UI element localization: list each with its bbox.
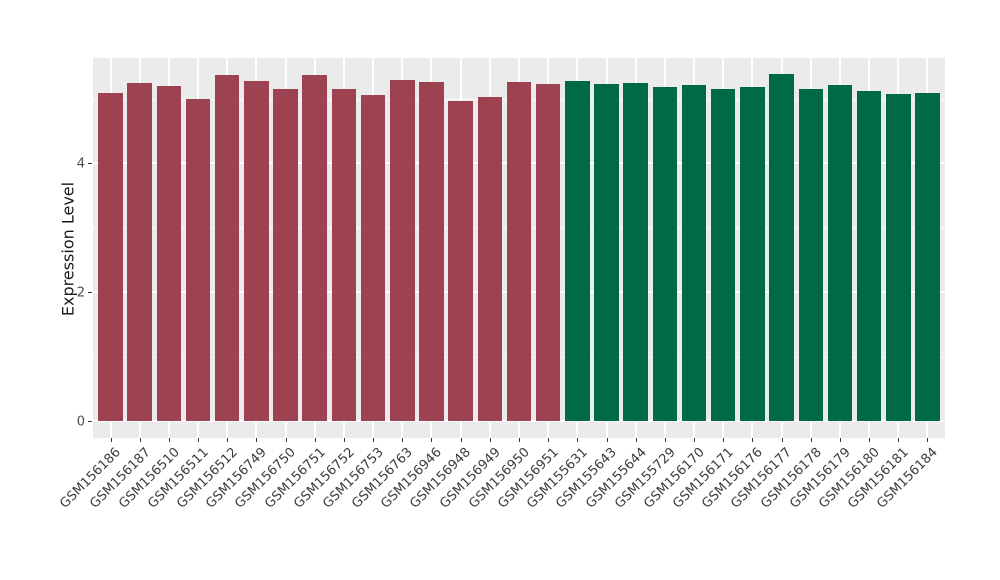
y-tick-label: 0 (76, 414, 85, 430)
bar (98, 92, 123, 421)
x-tick-mark (781, 438, 783, 442)
x-tick-mark (519, 438, 520, 442)
bar (594, 83, 619, 421)
x-tick-mark (227, 438, 229, 442)
bar (331, 89, 357, 421)
plot-panel (93, 58, 945, 438)
bar (681, 84, 707, 421)
y-tick-label: 2 (76, 285, 85, 301)
y-tick-mark (88, 163, 92, 164)
x-tick-mark (489, 438, 491, 442)
x-tick-mark (694, 438, 696, 442)
x-tick-mark (285, 438, 287, 442)
bar (302, 75, 327, 421)
x-tick-mark (402, 438, 404, 442)
bar (506, 81, 532, 421)
bar (273, 88, 298, 421)
bar (886, 93, 911, 421)
bar (565, 81, 590, 421)
x-tick-mark (198, 438, 200, 442)
x-tick-mark (343, 438, 345, 442)
bar (185, 99, 211, 421)
bar (769, 73, 794, 421)
y-tick-mark (88, 421, 92, 422)
bar (710, 88, 736, 421)
x-tick-mark (606, 438, 608, 442)
bar (156, 86, 182, 421)
x-tick-mark (314, 438, 316, 442)
y-tick-label: 4 (76, 156, 85, 172)
bar (390, 80, 415, 421)
bar (244, 81, 269, 421)
x-tick-mark (927, 438, 929, 442)
x-tick-mark (168, 438, 170, 442)
x-tick-mark (256, 438, 258, 442)
bar (535, 83, 561, 421)
bar (623, 83, 648, 421)
y-tick-mark (88, 292, 92, 293)
bar (419, 82, 444, 421)
x-tick-mark (839, 438, 841, 442)
bar (740, 86, 765, 421)
x-tick-mark (635, 438, 637, 442)
x-tick-mark (373, 438, 375, 442)
bar (652, 86, 678, 421)
bar (360, 95, 386, 421)
x-tick-mark (548, 438, 550, 442)
bar (448, 101, 473, 421)
bar (477, 96, 503, 421)
bar (827, 84, 853, 421)
x-tick-mark (752, 438, 754, 442)
x-tick-mark (110, 438, 112, 442)
x-tick-mark (460, 438, 462, 442)
x-tick-mark (139, 438, 141, 442)
bar (214, 74, 240, 421)
bar (915, 93, 940, 421)
x-tick-mark (723, 438, 725, 442)
x-tick-mark (664, 438, 666, 442)
x-tick-mark (431, 438, 433, 442)
x-tick-mark (869, 438, 871, 442)
x-tick-mark (577, 438, 579, 442)
x-tick-mark (810, 438, 812, 442)
x-tick-mark (898, 438, 900, 442)
bar (856, 91, 882, 421)
bar (798, 88, 824, 421)
bar (127, 83, 152, 421)
